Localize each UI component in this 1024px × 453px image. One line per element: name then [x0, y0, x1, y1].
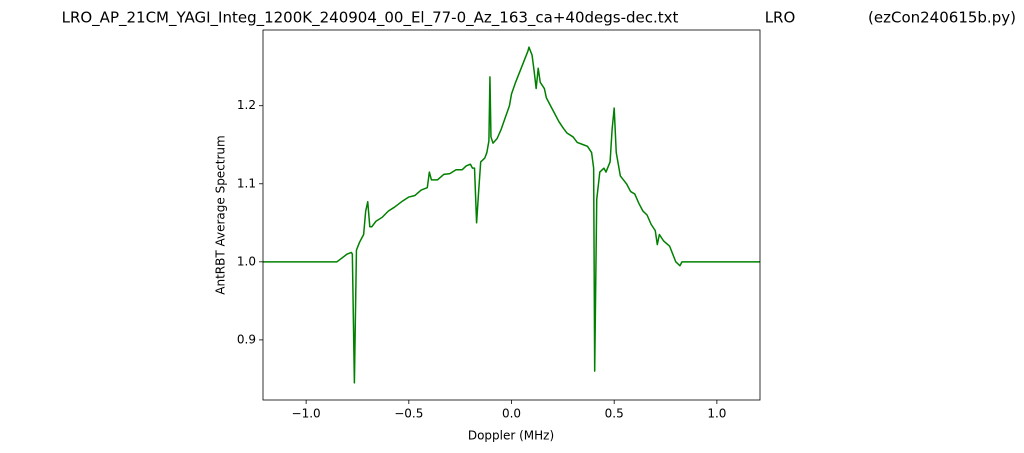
- x-tick-label: −1.0: [292, 407, 321, 421]
- y-tick-label: 1.1: [237, 176, 256, 190]
- x-tick-label: −0.5: [394, 407, 423, 421]
- x-tick-label: 1.0: [707, 407, 726, 421]
- y-tick-label: 1.2: [237, 98, 256, 112]
- plot-frame: [262, 29, 761, 401]
- x-axis-label: Doppler (MHz): [468, 429, 554, 443]
- chart-title: LRO: [765, 9, 796, 27]
- data-line: [263, 46, 760, 384]
- y-tick-label: 1.0: [237, 254, 256, 268]
- chart-title: (ezCon240615b.py): [868, 9, 1016, 27]
- chart-title: LRO_AP_21CM_YAGI_Integ_1200K_240904_00_E…: [62, 9, 679, 28]
- x-tick-label: 0.0: [502, 407, 521, 421]
- x-tick-label: 0.5: [605, 407, 624, 421]
- y-axis-label: AntRBT Average Spectrum: [214, 135, 228, 294]
- y-tick-label: 0.9: [237, 332, 256, 346]
